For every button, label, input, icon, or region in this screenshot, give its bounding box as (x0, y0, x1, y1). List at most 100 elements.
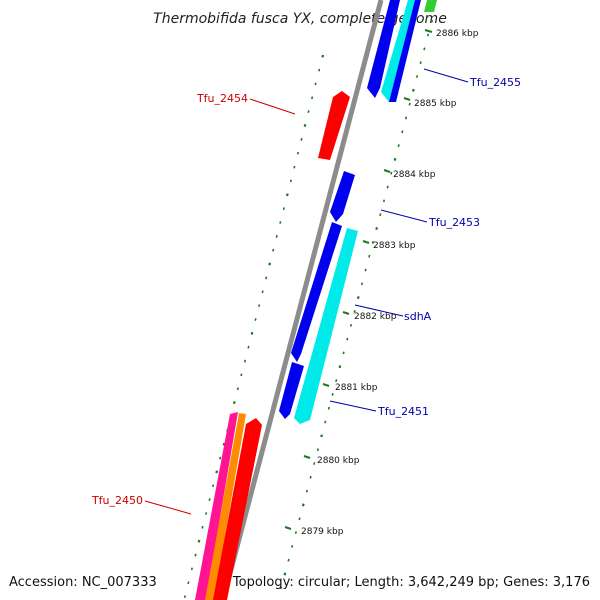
gene-label-tfu-2455[interactable]: Tfu_2455 (469, 76, 521, 89)
track-tick (247, 345, 250, 349)
track-tick (283, 572, 287, 576)
track-tick (371, 240, 375, 244)
gene-arrow-tfu-2451[interactable] (279, 362, 304, 419)
gene-label-tfu-2454[interactable]: Tfu_2454 (196, 92, 248, 105)
track-tick (314, 82, 317, 86)
tick-label-2883: 2883 kbp (373, 241, 416, 251)
gene-feature-green[interactable] (424, 0, 437, 12)
track-tick (194, 553, 197, 557)
tick-label-2884: 2884 kbp (393, 170, 436, 180)
track-tick (219, 456, 222, 460)
track-tick (307, 110, 310, 114)
track-tick (183, 595, 186, 598)
track-tick (411, 88, 415, 92)
track-tick (250, 331, 254, 335)
track-tick (382, 199, 386, 203)
track-tick (311, 96, 314, 100)
right-tick-track (280, 19, 434, 590)
track-tick (275, 234, 278, 238)
track-tick (301, 503, 305, 507)
gene-arrow-tfu-2452[interactable] (291, 222, 342, 362)
track-tick (279, 221, 282, 224)
track-tick (232, 401, 236, 405)
track-tick (272, 248, 275, 252)
track-tick (342, 351, 345, 355)
track-tick (293, 165, 296, 169)
track-tick (296, 151, 300, 155)
track-tick (222, 442, 225, 446)
gene-arrow-tfu-2453[interactable] (330, 171, 355, 222)
track-tick (331, 393, 334, 396)
track-tick (316, 448, 319, 452)
track-tick (305, 489, 308, 493)
track-tick (415, 75, 419, 78)
gene-arrow-pink[interactable] (195, 412, 238, 600)
track-tick (393, 157, 397, 161)
track-tick (401, 130, 404, 134)
genome-summary-text: Topology: circular; Length: 3,642,249 bp… (232, 575, 590, 590)
track-tick (360, 282, 364, 286)
track-tick (426, 33, 430, 37)
gene-label-lines (144, 68, 469, 515)
gene-label-tfu-2453[interactable]: Tfu_2453 (428, 216, 480, 229)
track-tick (201, 525, 204, 529)
track-tick (386, 185, 389, 189)
track-tick (197, 539, 201, 543)
track-tick (298, 517, 301, 521)
track-tick (313, 462, 316, 465)
track-tick (338, 365, 342, 369)
track-tick (419, 61, 422, 65)
track-tick (364, 268, 367, 272)
track-tick (236, 387, 239, 391)
track-tick (291, 545, 294, 548)
track-tick (346, 337, 349, 341)
gene-label-tfu-2451[interactable]: Tfu_2451 (377, 405, 429, 418)
tick-labels: 2886 kbp 2885 kbp 2884 kbp 2883 kbp 2882… (284, 29, 479, 537)
track-tick (254, 318, 257, 321)
track-tick (318, 68, 321, 72)
track-tick (215, 470, 219, 474)
gene-arrow-tfu-2455-inner[interactable] (389, 0, 421, 102)
track-tick (379, 213, 382, 217)
gene-label-sdha[interactable]: sdhA (404, 310, 432, 323)
track-tick (327, 406, 330, 410)
track-tick (335, 379, 338, 383)
track-tick (261, 290, 264, 294)
gene-arrow-sdha[interactable] (294, 228, 358, 424)
track-tick (320, 434, 323, 438)
track-tick (430, 19, 434, 23)
track-tick (321, 54, 325, 58)
track-tick (208, 498, 211, 501)
track-tick (300, 137, 303, 141)
gene-arrow-orange[interactable] (205, 413, 246, 600)
gene-arrow-tfu-2454[interactable] (318, 91, 350, 160)
tick-label-2886: 2886 kbp (436, 29, 479, 39)
track-tick (397, 144, 400, 148)
tick-label-2879: 2879 kbp (301, 527, 344, 537)
track-tick (368, 254, 371, 258)
accession-text: Accession: NC_007333 (9, 575, 157, 590)
gene-label-tfu-2450[interactable]: Tfu_2450 (91, 494, 143, 507)
track-tick (404, 116, 408, 120)
track-tick (423, 47, 426, 51)
track-tick (287, 558, 290, 562)
track-tick (324, 420, 327, 424)
tick-label-2880: 2880 kbp (317, 456, 360, 466)
track-tick (258, 304, 261, 307)
tick-label-2881: 2881 kbp (335, 383, 378, 393)
track-tick (353, 310, 356, 313)
track-tick (190, 567, 193, 571)
track-tick (303, 124, 307, 127)
gene-features (195, 0, 437, 600)
track-tick (294, 531, 297, 534)
track-tick (212, 484, 215, 488)
genome-backbone (220, 0, 384, 600)
track-tick (390, 171, 393, 175)
gene-arrow-tfu-2455[interactable] (367, 0, 400, 98)
track-tick (375, 226, 379, 231)
tick-label-2882: 2882 kbp (354, 312, 397, 322)
gene-labels: Tfu_2455 Tfu_2454 Tfu_2453 sdhA Tfu_2451… (91, 76, 521, 507)
track-tick (187, 581, 190, 585)
gene-arrow-tfu-2450[interactable] (213, 418, 262, 600)
